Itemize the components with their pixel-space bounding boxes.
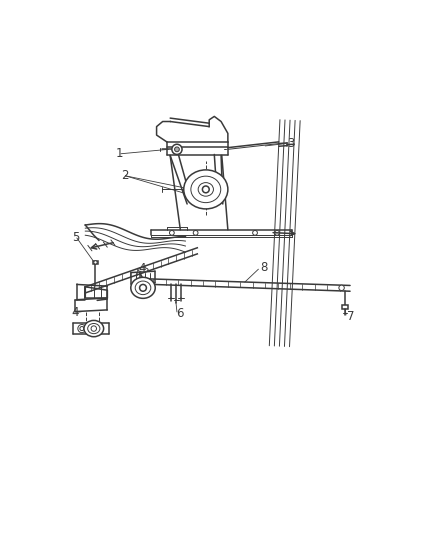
Circle shape bbox=[78, 325, 86, 333]
Circle shape bbox=[193, 230, 198, 235]
Circle shape bbox=[175, 147, 179, 152]
Circle shape bbox=[140, 285, 146, 291]
Circle shape bbox=[339, 285, 344, 290]
Text: 4: 4 bbox=[138, 262, 145, 274]
Circle shape bbox=[172, 144, 182, 155]
Ellipse shape bbox=[135, 281, 151, 295]
Circle shape bbox=[91, 326, 96, 332]
Text: 7: 7 bbox=[347, 310, 355, 323]
Circle shape bbox=[202, 186, 209, 193]
Bar bbox=[342, 305, 348, 309]
Circle shape bbox=[253, 230, 258, 235]
Text: 8: 8 bbox=[260, 261, 268, 274]
Text: 5: 5 bbox=[72, 231, 79, 245]
Text: 6: 6 bbox=[176, 308, 184, 320]
Text: 2: 2 bbox=[121, 169, 128, 182]
Circle shape bbox=[170, 230, 174, 235]
Circle shape bbox=[80, 327, 84, 330]
Ellipse shape bbox=[184, 170, 228, 209]
Ellipse shape bbox=[191, 176, 221, 203]
Ellipse shape bbox=[84, 320, 104, 337]
Ellipse shape bbox=[88, 324, 100, 334]
Text: 4: 4 bbox=[72, 306, 79, 319]
Circle shape bbox=[94, 261, 97, 264]
Circle shape bbox=[275, 230, 279, 235]
Ellipse shape bbox=[131, 277, 155, 298]
Bar bbox=[93, 261, 98, 264]
Ellipse shape bbox=[138, 268, 148, 272]
Text: 3: 3 bbox=[287, 137, 295, 150]
Text: 1: 1 bbox=[116, 147, 124, 160]
Ellipse shape bbox=[198, 183, 213, 196]
